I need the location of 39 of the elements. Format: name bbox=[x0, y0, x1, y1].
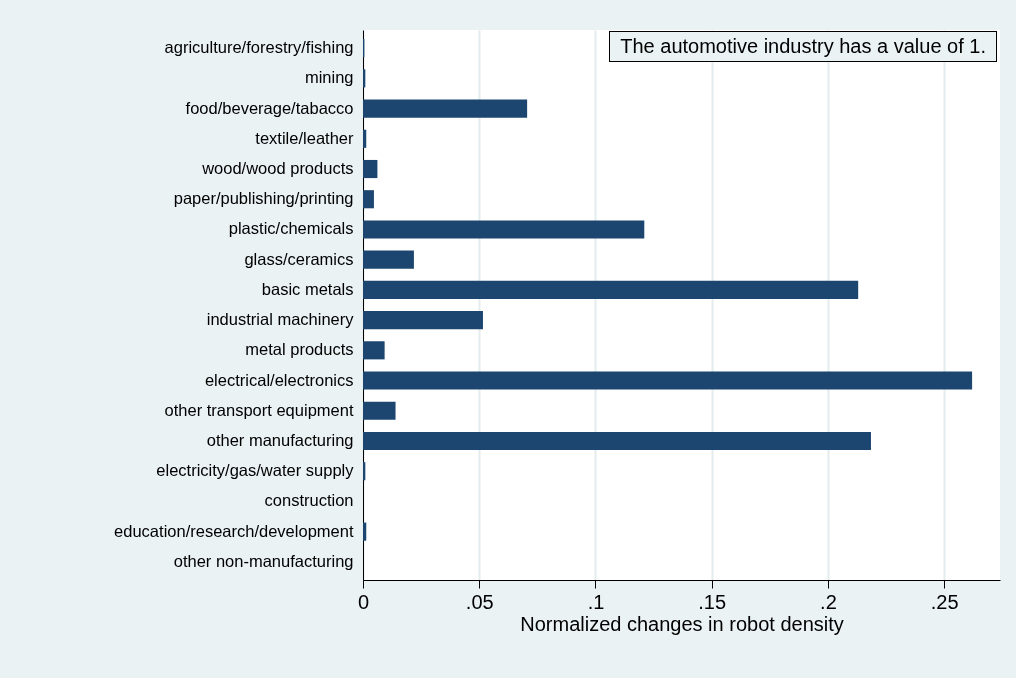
y-tick-label: metal products bbox=[245, 340, 354, 359]
y-tick-label: education/research/development bbox=[114, 521, 354, 540]
bar bbox=[363, 401, 396, 420]
y-tick-label: electrical/electronics bbox=[204, 370, 354, 389]
bar bbox=[363, 129, 367, 148]
y-tick-label: mining bbox=[304, 68, 354, 87]
bar bbox=[363, 371, 973, 390]
x-tick-label: .15 bbox=[698, 590, 727, 613]
y-tick-label: industrial machinery bbox=[206, 310, 355, 329]
bar bbox=[363, 341, 385, 360]
bar bbox=[363, 280, 859, 299]
bar bbox=[363, 250, 414, 269]
y-tick-label: electricity/gas/water supply bbox=[156, 461, 355, 480]
x-tick-label: 0 bbox=[357, 590, 370, 613]
bar bbox=[363, 431, 871, 451]
y-tick-label: textile/leather bbox=[255, 128, 354, 147]
bar bbox=[363, 311, 483, 330]
y-tick-label: other non-manufacturing bbox=[173, 551, 354, 570]
bar bbox=[363, 522, 367, 541]
x-tick-label: .05 bbox=[465, 590, 494, 613]
x-tick-label: .1 bbox=[587, 590, 605, 613]
bar bbox=[363, 159, 378, 179]
x-tick-label: .25 bbox=[930, 590, 959, 613]
y-tick-label: other transport equipment bbox=[164, 400, 354, 419]
bar bbox=[363, 220, 645, 239]
x-tick-label: .2 bbox=[820, 590, 837, 613]
y-tick-label: wood/wood products bbox=[201, 159, 354, 178]
y-tick-label: construction bbox=[264, 491, 354, 510]
y-tick-label: agriculture/forestry/fishing bbox=[164, 38, 354, 57]
bar bbox=[363, 99, 528, 118]
y-tick-label: paper/publishing/printing bbox=[173, 189, 354, 208]
y-tick-label: plastic/chemicals bbox=[228, 219, 354, 238]
bar bbox=[363, 190, 374, 209]
annotation: The automotive industry has a value of 1. bbox=[609, 31, 997, 62]
x-axis-title: Normalized changes in robot density bbox=[520, 612, 844, 635]
y-tick-label: other manufacturing bbox=[206, 430, 354, 449]
y-tick-label: basic metals bbox=[261, 279, 354, 298]
y-tick-label: glass/ceramics bbox=[244, 249, 354, 268]
y-tick-label: food/beverage/tabacco bbox=[185, 98, 354, 117]
